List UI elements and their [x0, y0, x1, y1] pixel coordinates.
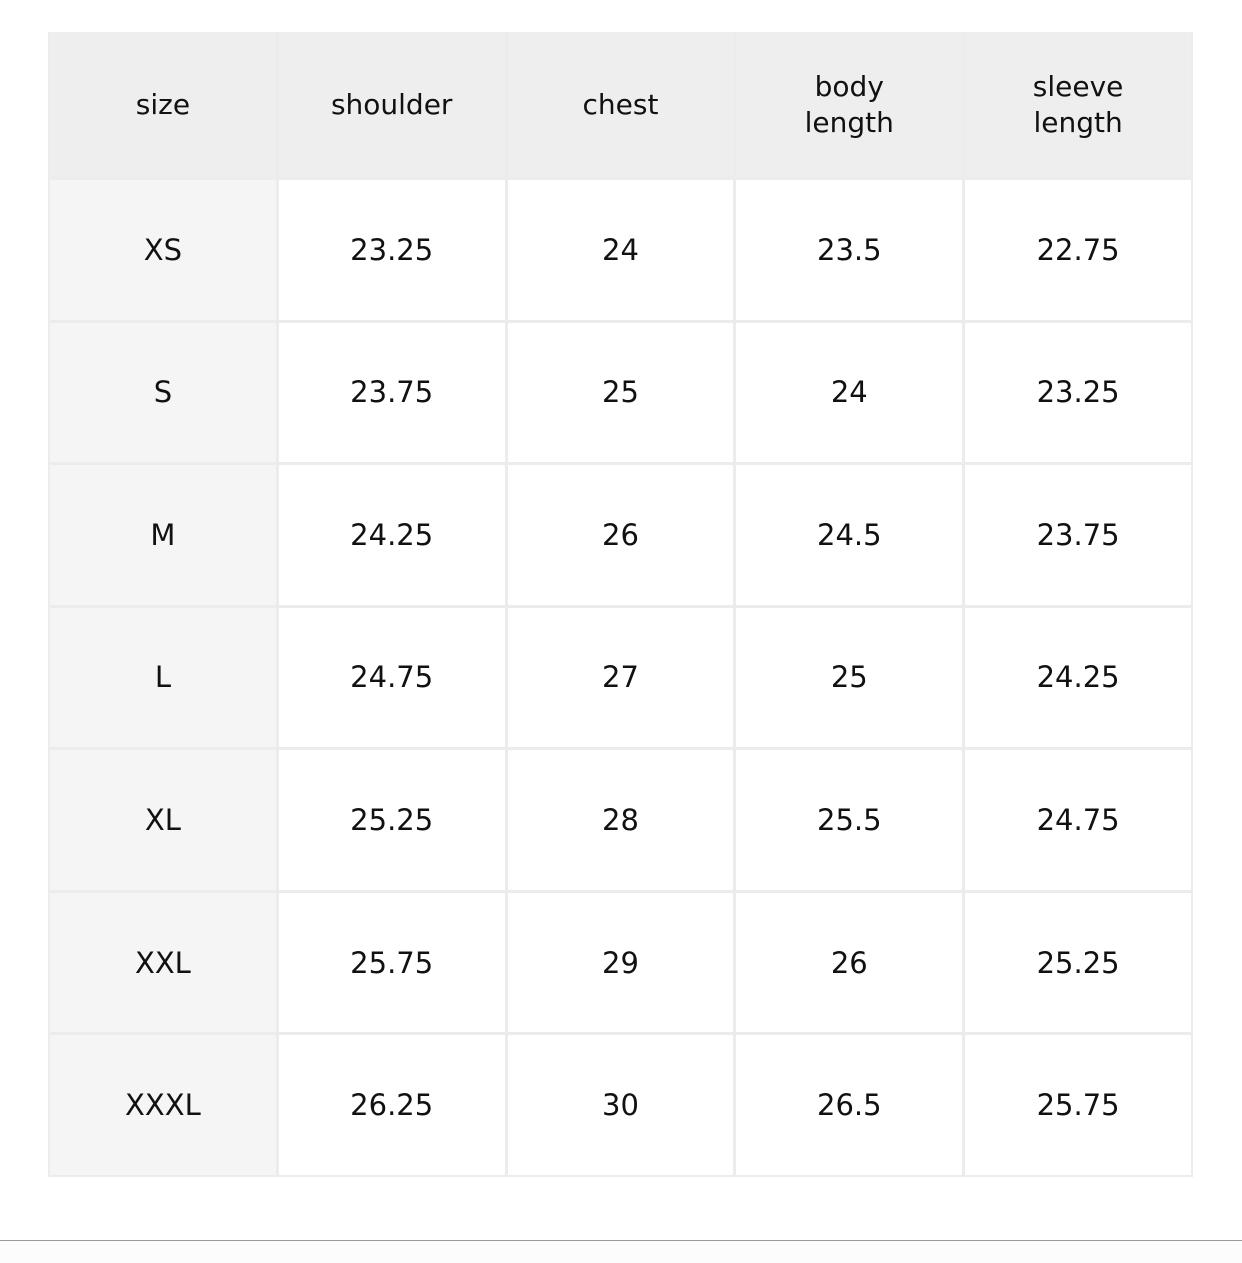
- measurement-cell: 24: [507, 180, 734, 320]
- measurement-cell: 25.75: [278, 892, 505, 1033]
- footer-area: [0, 1241, 1242, 1263]
- size-chart-table: size shoulder chest body length sleeve lengt…: [48, 32, 1193, 1177]
- measurement-cell: 25.25: [965, 892, 1191, 1033]
- measurement-cell: 23.75: [278, 322, 505, 463]
- measurement-cell: 26: [507, 465, 734, 605]
- measurement-cell: 24.75: [278, 607, 505, 748]
- measurement-cell: 24.25: [965, 607, 1191, 748]
- column-header: sleeve length: [965, 32, 1191, 177]
- size-label-cell: XXL: [50, 892, 276, 1033]
- column-header: body length: [736, 32, 963, 177]
- measurement-cell: 24.25: [278, 465, 505, 605]
- measurement-cell: 23.25: [278, 180, 505, 320]
- measurement-cell: 25: [507, 322, 734, 463]
- measurement-cell: 27: [507, 607, 734, 748]
- column-header: size: [50, 32, 276, 177]
- measurement-cell: 28: [507, 750, 734, 890]
- column-header: chest: [507, 32, 734, 177]
- measurement-cell: 25.25: [278, 750, 505, 890]
- measurement-cell: 30: [507, 1035, 734, 1175]
- measurement-cell: 26: [736, 892, 963, 1033]
- size-label-cell: S: [50, 322, 276, 463]
- measurement-cell: 25.5: [736, 750, 963, 890]
- measurement-cell: 29: [507, 892, 734, 1033]
- measurement-cell: 26.25: [278, 1035, 505, 1175]
- measurement-cell: 23.5: [736, 180, 963, 320]
- size-label-cell: XXXL: [50, 1035, 276, 1175]
- size-label-cell: XL: [50, 750, 276, 890]
- measurement-cell: 23.75: [965, 465, 1191, 605]
- size-label-cell: L: [50, 607, 276, 748]
- measurement-cell: 25: [736, 607, 963, 748]
- measurement-cell: 26.5: [736, 1035, 963, 1175]
- measurement-cell: 22.75: [965, 180, 1191, 320]
- column-header: shoulder: [278, 32, 505, 177]
- size-label-cell: XS: [50, 180, 276, 320]
- measurement-cell: 23.25: [965, 322, 1191, 463]
- divider: [0, 1240, 1242, 1241]
- size-label-cell: M: [50, 465, 276, 605]
- measurement-cell: 24.75: [965, 750, 1191, 890]
- measurement-cell: 25.75: [965, 1035, 1191, 1175]
- measurement-cell: 24.5: [736, 465, 963, 605]
- measurement-cell: 24: [736, 322, 963, 463]
